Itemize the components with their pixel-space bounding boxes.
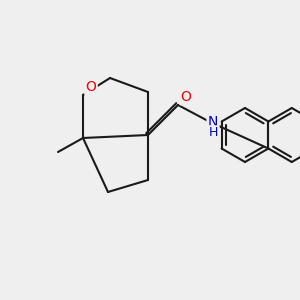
- Text: O: O: [85, 80, 96, 94]
- Text: H: H: [208, 127, 218, 140]
- Text: O: O: [181, 90, 191, 104]
- Text: N: N: [208, 115, 218, 129]
